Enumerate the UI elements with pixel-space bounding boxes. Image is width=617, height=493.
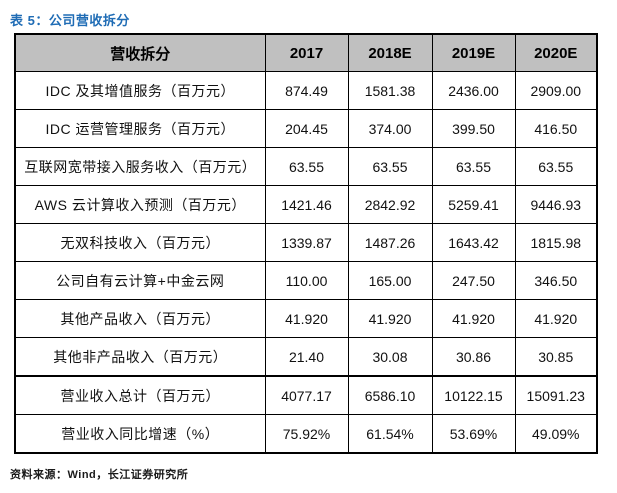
row-label: IDC 及其增值服务（百万元） <box>14 71 266 110</box>
value-cell: 63.55 <box>264 147 349 186</box>
value-cell: 1421.46 <box>264 185 349 224</box>
value-cell: 21.40 <box>264 337 349 377</box>
value-cell: 53.69% <box>431 414 516 454</box>
value-cell: 30.08 <box>347 337 433 377</box>
value-cell: 2842.92 <box>347 185 433 224</box>
value-cell: 41.920 <box>431 299 516 338</box>
row-label: 其他非产品收入（百万元） <box>14 337 266 377</box>
value-cell: 416.50 <box>514 109 598 148</box>
header-cell-category: 营收拆分 <box>14 33 266 72</box>
value-cell: 9446.93 <box>514 185 598 224</box>
value-cell: 41.920 <box>347 299 433 338</box>
value-cell: 63.55 <box>431 147 516 186</box>
value-cell: 63.55 <box>347 147 433 186</box>
value-cell: 874.49 <box>264 71 349 110</box>
value-cell: 30.85 <box>514 337 598 377</box>
value-cell: 4077.17 <box>264 375 349 415</box>
table-header-row: 营收拆分 2017 2018E 2019E 2020E <box>14 33 598 72</box>
table-row: IDC 运营管理服务（百万元） 204.45 374.00 399.50 416.50 <box>14 109 598 148</box>
header-cell-2017: 2017 <box>264 33 349 72</box>
revenue-breakdown-table: 营收拆分 2017 2018E 2019E 2020E IDC 及其增值服务（百… <box>14 33 598 454</box>
row-label: 其他产品收入（百万元） <box>14 299 266 338</box>
value-cell: 165.00 <box>347 261 433 300</box>
value-cell: 1815.98 <box>514 223 598 262</box>
value-cell: 75.92% <box>264 414 349 454</box>
value-cell: 41.920 <box>264 299 349 338</box>
header-cell-2018e: 2018E <box>347 33 433 72</box>
value-cell: 63.55 <box>514 147 598 186</box>
value-cell: 1581.38 <box>347 71 433 110</box>
table-row: AWS 云计算收入预测（百万元） 1421.46 2842.92 5259.41 944… <box>14 185 598 224</box>
table-row: 营业收入同比增速（%） 75.92% 61.54% 53.69% 49.09% <box>14 414 598 454</box>
table-row: 营业收入总计（百万元） 4077.17 6586.10 10122.15 15091.2… <box>14 375 598 415</box>
value-cell: 374.00 <box>347 109 433 148</box>
value-cell: 6586.10 <box>347 375 433 415</box>
table-body: IDC 及其增值服务（百万元） 874.49 1581.38 2436.00 2909.… <box>14 71 598 454</box>
table-row: 互联网宽带接入服务收入（百万元） 63.55 63.55 63.55 63.55 <box>14 147 598 186</box>
value-cell: 110.00 <box>264 261 349 300</box>
row-label: 营业收入同比增速（%） <box>14 414 266 454</box>
row-label: 无双科技收入（百万元） <box>14 223 266 262</box>
header-cell-2019e: 2019E <box>431 33 516 72</box>
table-title: 表 5：公司营收拆分 <box>10 13 130 28</box>
value-cell: 30.86 <box>431 337 516 377</box>
table-row: IDC 及其增值服务（百万元） 874.49 1581.38 2436.00 2909.… <box>14 71 598 110</box>
value-cell: 399.50 <box>431 109 516 148</box>
value-cell: 61.54% <box>347 414 433 454</box>
value-cell: 1643.42 <box>431 223 516 262</box>
table-row: 无双科技收入（百万元） 1339.87 1487.26 1643.42 1815.98 <box>14 223 598 262</box>
value-cell: 2909.00 <box>514 71 598 110</box>
value-cell: 5259.41 <box>431 185 516 224</box>
value-cell: 1487.26 <box>347 223 433 262</box>
row-label: AWS 云计算收入预测（百万元） <box>14 185 266 224</box>
header-cell-2020e: 2020E <box>514 33 598 72</box>
value-cell: 2436.00 <box>431 71 516 110</box>
table-row: 其他产品收入（百万元） 41.920 41.920 41.920 41.920 <box>14 299 598 338</box>
table-row: 公司自有云计算+中金云网 110.00 165.00 247.50 346.50 <box>14 261 598 300</box>
value-cell: 49.09% <box>514 414 598 454</box>
row-label: 营业收入总计（百万元） <box>14 375 266 415</box>
value-cell: 10122.15 <box>431 375 516 415</box>
source-note: 资料来源：Wind，长江证券研究所 <box>10 469 189 481</box>
value-cell: 247.50 <box>431 261 516 300</box>
value-cell: 1339.87 <box>264 223 349 262</box>
value-cell: 41.920 <box>514 299 598 338</box>
value-cell: 204.45 <box>264 109 349 148</box>
value-cell: 15091.23 <box>514 375 598 415</box>
row-label: 公司自有云计算+中金云网 <box>14 261 266 300</box>
row-label: IDC 运营管理服务（百万元） <box>14 109 266 148</box>
row-label: 互联网宽带接入服务收入（百万元） <box>14 147 266 186</box>
table-row: 其他非产品收入（百万元） 21.40 30.08 30.86 30.85 <box>14 337 598 377</box>
value-cell: 346.50 <box>514 261 598 300</box>
